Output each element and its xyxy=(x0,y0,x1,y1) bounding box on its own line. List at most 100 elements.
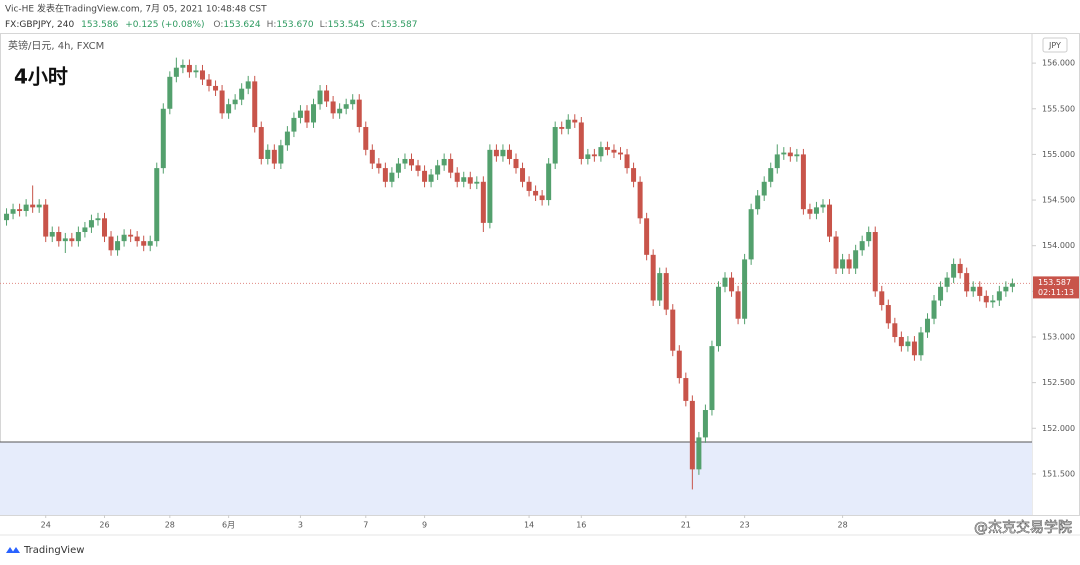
y-tick-label: 151.500 xyxy=(1042,469,1075,478)
candle-body xyxy=(702,410,708,438)
candle-body xyxy=(748,209,754,260)
candle-body xyxy=(95,218,101,221)
candle-body xyxy=(69,238,75,242)
candle-body xyxy=(88,220,94,228)
candle-body xyxy=(102,218,108,237)
x-tick-label: 24 xyxy=(41,521,51,530)
candle-body xyxy=(271,149,277,164)
x-tick-label: 6月 xyxy=(222,521,235,530)
candle-body xyxy=(683,378,689,401)
candle-body xyxy=(787,152,793,157)
candle-body xyxy=(520,168,526,182)
countdown: 02:11:13 xyxy=(1038,288,1074,297)
candle-body xyxy=(644,218,650,255)
candle-body xyxy=(572,119,578,123)
y-tick-label: 152.000 xyxy=(1042,424,1075,433)
candle-body xyxy=(578,122,584,159)
candle-body xyxy=(604,147,610,150)
x-tick-label: 9 xyxy=(422,521,427,530)
x-tick-label: 26 xyxy=(99,521,109,530)
candle-body xyxy=(154,168,160,242)
candle-body xyxy=(533,190,539,196)
candle-body xyxy=(441,158,447,166)
candle-body xyxy=(781,152,787,155)
candle-body xyxy=(918,332,924,356)
candle-body xyxy=(774,154,780,169)
candle-body xyxy=(330,101,336,114)
candle-body xyxy=(506,149,512,159)
candle-body xyxy=(846,259,852,269)
candle-body xyxy=(36,204,42,208)
candle-body xyxy=(10,209,16,214)
candle-body xyxy=(356,99,362,128)
candle-body xyxy=(768,168,774,182)
candle-body xyxy=(598,147,604,157)
ohlc-value: 153.545 xyxy=(328,20,365,30)
candle-body xyxy=(591,154,597,157)
candle-body xyxy=(56,232,62,242)
candle-body xyxy=(422,170,428,182)
candle-body xyxy=(239,88,245,100)
candle-body xyxy=(559,127,565,129)
candle-body xyxy=(395,163,401,173)
candle-body xyxy=(970,286,976,292)
candle-body xyxy=(618,152,624,155)
candle-body xyxy=(23,204,29,212)
currency: JPY xyxy=(1048,41,1061,50)
zone xyxy=(0,441,1032,515)
candle-body xyxy=(147,241,153,246)
candle-body xyxy=(369,149,375,164)
candle-body xyxy=(709,346,715,411)
candle-body xyxy=(82,227,88,233)
candle-body xyxy=(885,305,891,324)
candle-body xyxy=(232,99,238,105)
candle-body xyxy=(1003,286,1009,292)
watermark: @杰克交易学院 xyxy=(974,519,1072,536)
candle-body xyxy=(134,236,140,242)
candle-body xyxy=(493,149,499,157)
symbol: FX:GBPJPY, 240 xyxy=(5,20,75,30)
symbol-line: FX:GBPJPY, 240 153.586 +0.125 (+0.08%) O… xyxy=(5,20,417,30)
candle-body xyxy=(219,90,225,114)
brand-logo xyxy=(6,547,20,553)
candle-body xyxy=(689,400,695,470)
candle-body xyxy=(435,165,441,175)
candle-body xyxy=(898,336,904,347)
candle-body xyxy=(813,207,819,214)
candle-body xyxy=(382,168,388,182)
candle-body xyxy=(173,67,179,77)
candle-body xyxy=(800,154,806,210)
candle-body xyxy=(245,81,251,89)
candle-body xyxy=(631,168,637,182)
candle-body xyxy=(121,234,127,242)
candle-body xyxy=(611,149,617,153)
candle-body xyxy=(977,286,983,296)
candle-body xyxy=(49,232,55,237)
candle-body xyxy=(160,108,166,169)
candle-body xyxy=(141,241,147,246)
last-price-box xyxy=(1033,276,1079,299)
currency-box xyxy=(1042,37,1068,53)
candle-body xyxy=(957,263,963,274)
candle-body xyxy=(722,277,728,287)
candle-body xyxy=(297,110,303,118)
candle-body xyxy=(539,195,545,201)
y-tick-label: 155.500 xyxy=(1042,104,1075,113)
candle-body xyxy=(226,104,232,114)
candle-body xyxy=(546,163,552,201)
ohlc-value: 153.624 xyxy=(223,20,260,30)
x-tick-label: 28 xyxy=(837,521,847,530)
candle-body xyxy=(108,236,114,251)
candle-body xyxy=(252,81,258,128)
candle-body xyxy=(461,177,467,182)
x-tick-label: 16 xyxy=(576,521,586,530)
candle-body xyxy=(657,273,663,301)
candle-body xyxy=(1009,283,1015,287)
price: 153.586 xyxy=(81,20,118,30)
ohlc-value: 153.670 xyxy=(276,20,313,30)
candle-body xyxy=(696,437,702,470)
y-tick-label: 152.500 xyxy=(1042,378,1075,387)
candle-body xyxy=(213,85,219,91)
candle-body xyxy=(879,291,885,306)
candle-body xyxy=(402,158,408,164)
